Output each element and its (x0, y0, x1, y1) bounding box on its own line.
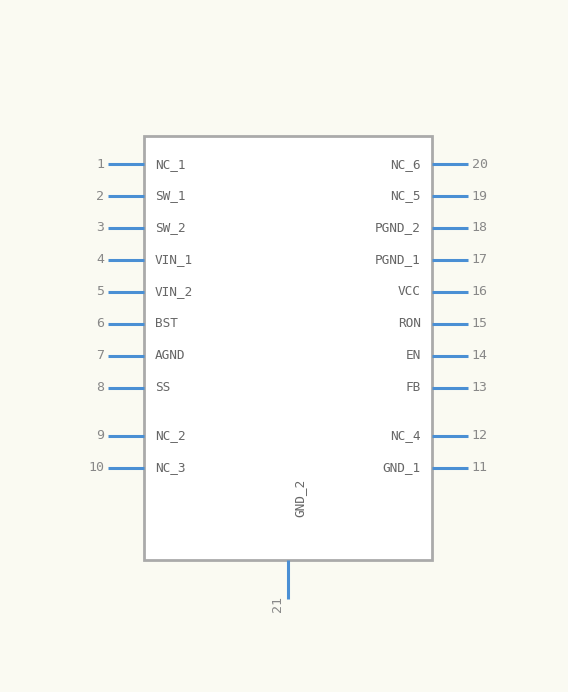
Text: 13: 13 (471, 381, 487, 394)
Text: SW_1: SW_1 (154, 190, 185, 203)
Bar (144, 136, 432, 560)
Text: PGND_2: PGND_2 (375, 221, 421, 235)
Text: 4: 4 (96, 253, 104, 266)
Text: GND_2: GND_2 (293, 479, 306, 518)
Text: NC_2: NC_2 (154, 429, 185, 442)
Text: 19: 19 (471, 190, 487, 203)
Text: NC_3: NC_3 (154, 462, 185, 474)
Text: VCC: VCC (398, 285, 421, 298)
Text: 9: 9 (96, 429, 104, 442)
Text: AGND: AGND (154, 349, 185, 363)
Text: 8: 8 (96, 381, 104, 394)
Text: 5: 5 (96, 285, 104, 298)
Text: EN: EN (406, 349, 421, 363)
Text: 6: 6 (96, 318, 104, 330)
Text: NC_5: NC_5 (390, 190, 421, 203)
Text: 16: 16 (471, 285, 487, 298)
Text: SW_2: SW_2 (154, 221, 185, 235)
Text: NC_4: NC_4 (390, 429, 421, 442)
Text: FB: FB (406, 381, 421, 394)
Text: 11: 11 (471, 462, 487, 474)
Text: NC_1: NC_1 (154, 158, 185, 170)
Text: 12: 12 (471, 429, 487, 442)
Text: 17: 17 (471, 253, 487, 266)
Text: 20: 20 (471, 158, 487, 170)
Text: RON: RON (398, 318, 421, 330)
Text: 21: 21 (272, 597, 284, 612)
Text: PGND_1: PGND_1 (375, 253, 421, 266)
Text: 18: 18 (471, 221, 487, 235)
Text: 7: 7 (96, 349, 104, 363)
Text: VIN_2: VIN_2 (154, 285, 193, 298)
Text: 15: 15 (471, 318, 487, 330)
Text: SS: SS (154, 381, 170, 394)
Text: 10: 10 (88, 462, 104, 474)
Text: GND_1: GND_1 (383, 462, 421, 474)
Text: 1: 1 (96, 158, 104, 170)
Text: VIN_1: VIN_1 (154, 253, 193, 266)
Text: BST: BST (154, 318, 178, 330)
Text: 2: 2 (96, 190, 104, 203)
Text: NC_6: NC_6 (390, 158, 421, 170)
Text: 14: 14 (471, 349, 487, 363)
Text: 3: 3 (96, 221, 104, 235)
